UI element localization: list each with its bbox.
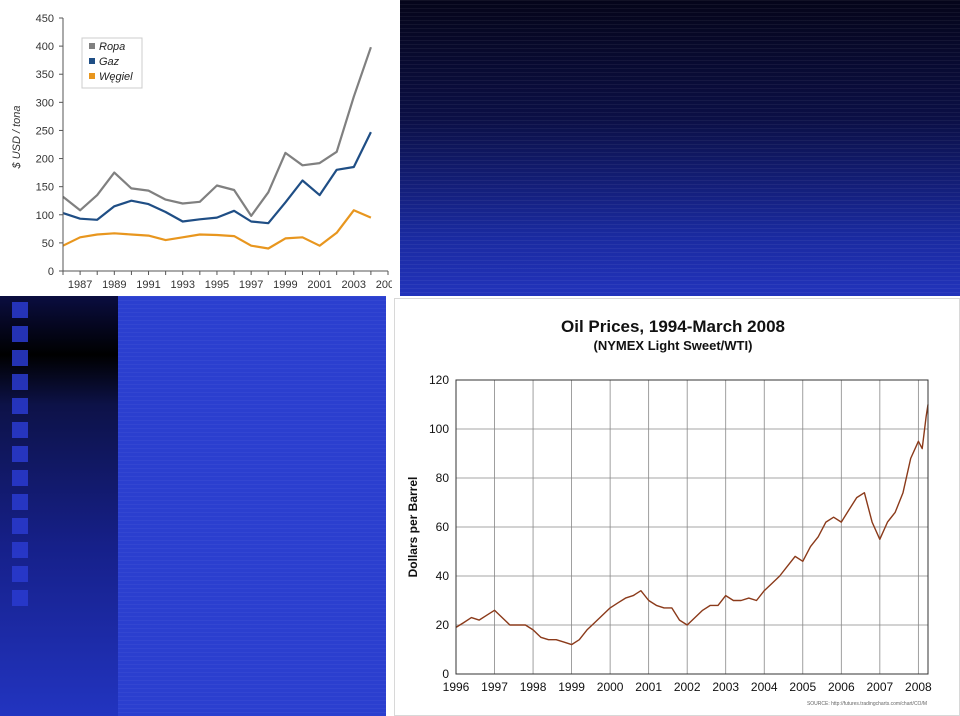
legend-swatch xyxy=(89,73,95,79)
y-tick-label: 100 xyxy=(429,422,449,436)
series-line-gaz xyxy=(62,131,372,225)
decorative-square xyxy=(12,590,28,606)
series-line-węgiel xyxy=(62,209,372,250)
x-tick-label: 1987 xyxy=(68,279,92,291)
chart-subtitle: (NYMEX Light Sweet/WTI) xyxy=(594,338,753,353)
x-tick-label: 1999 xyxy=(273,279,297,291)
x-tick-label: 1997 xyxy=(239,279,263,291)
legend-swatch xyxy=(89,58,95,64)
x-tick-label: 1995 xyxy=(205,279,229,291)
y-tick-label: 0 xyxy=(442,667,449,681)
plot-frame xyxy=(455,379,929,675)
decorative-dark-panel xyxy=(400,0,960,296)
y-tick-label: 0 xyxy=(48,266,54,278)
source-note: SOURCE: http://futures.tradingcharts.com… xyxy=(807,701,927,707)
oil-prices-chart: Oil Prices, 1994-March 2008 (NYMEX Light… xyxy=(406,317,932,707)
x-tick-label: 2005 xyxy=(789,680,816,694)
decorative-square xyxy=(12,302,28,318)
x-tick-label: 2003 xyxy=(342,279,366,291)
y-tick-label: 150 xyxy=(36,182,54,194)
x-tick-label: 1989 xyxy=(102,279,126,291)
x-tick-label: 2005 xyxy=(376,279,392,291)
y-tick-label: 100 xyxy=(36,210,54,222)
decorative-square xyxy=(12,470,28,486)
legend-entry: Gaz xyxy=(99,56,120,68)
x-tick-label: 2007 xyxy=(866,680,893,694)
x-tick-label: 1996 xyxy=(443,680,470,694)
energy-prices-chart: 0 50 100 150 200 250 300 350 400 450 1987 1989 1991… xyxy=(11,13,392,291)
series-line-ropa xyxy=(62,46,372,217)
y-axis-label: $ USD / tona xyxy=(11,106,23,170)
x-tick-label: 2006 xyxy=(828,680,855,694)
x-tick-label: 1999 xyxy=(558,680,585,694)
x-tick-label: 2003 xyxy=(712,680,739,694)
x-tick-label: 2002 xyxy=(674,680,701,694)
x-tick-label: 2008 xyxy=(905,680,932,694)
chart-title: Oil Prices, 1994-March 2008 xyxy=(561,317,785,336)
y-tick-label: 20 xyxy=(436,618,450,632)
x-tick-label: 1993 xyxy=(170,279,194,291)
x-tick-label: 2000 xyxy=(597,680,624,694)
y-tick-label: 350 xyxy=(36,69,54,81)
y-tick-label: 450 xyxy=(36,13,54,25)
y-tick-label: 60 xyxy=(436,520,450,534)
y-tick-label: 40 xyxy=(436,569,450,583)
y-tick-label: 50 xyxy=(42,238,54,250)
y-tick-label: 300 xyxy=(36,97,54,109)
y-tick-label: 80 xyxy=(436,471,450,485)
decorative-square xyxy=(12,542,28,558)
y-tick-label: 400 xyxy=(36,41,54,53)
x-tick-label: 2001 xyxy=(635,680,662,694)
decorative-square xyxy=(12,374,28,390)
x-tick-label: 1991 xyxy=(136,279,160,291)
x-tick-label: 2001 xyxy=(307,279,331,291)
decorative-square xyxy=(12,446,28,462)
y-axis-label: Dollars per Barrel xyxy=(406,477,420,578)
decorative-square xyxy=(12,494,28,510)
decorative-square xyxy=(12,518,28,534)
y-tick-label: 200 xyxy=(36,154,54,166)
legend: Ropa Gaz Węgiel xyxy=(81,37,143,89)
decorative-square xyxy=(12,422,28,438)
decorative-blue-panel xyxy=(0,296,386,716)
energy-prices-chart-panel: 0 50 100 150 200 250 300 350 400 450 1987 1989 1991… xyxy=(0,0,392,294)
legend-entry: Ropa xyxy=(99,41,125,53)
legend-entry: Węgiel xyxy=(99,71,133,83)
legend-swatch xyxy=(89,43,95,49)
x-tick-label: 1998 xyxy=(520,680,547,694)
y-tick-label: 250 xyxy=(36,125,54,137)
x-tick-label: 1997 xyxy=(481,680,508,694)
y-tick-label: 120 xyxy=(429,373,449,387)
decorative-square xyxy=(12,350,28,366)
decorative-square xyxy=(12,398,28,414)
decorative-square xyxy=(12,566,28,582)
decorative-square xyxy=(12,326,28,342)
oil-prices-chart-panel: Oil Prices, 1994-March 2008 (NYMEX Light… xyxy=(394,298,960,716)
x-tick-label: 2004 xyxy=(751,680,778,694)
oil-price-line xyxy=(455,404,929,646)
